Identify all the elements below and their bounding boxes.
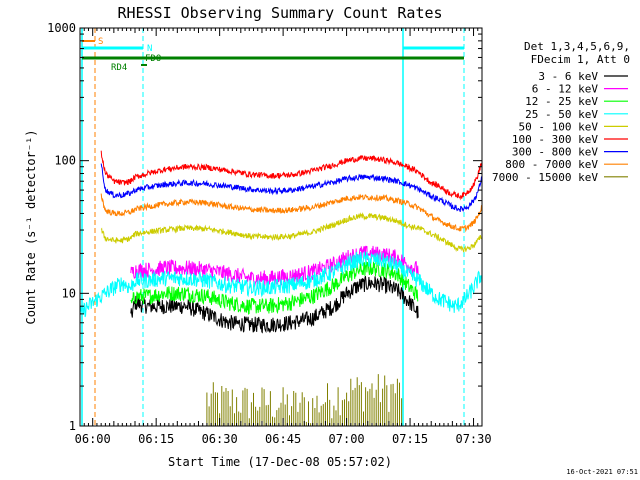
series-line-0 xyxy=(130,275,419,334)
series-line-8 xyxy=(206,374,403,426)
x-tick-label: 06:30 xyxy=(202,432,238,446)
legend-label-0: 3 - 6 keV xyxy=(538,70,598,83)
legend-header-line1: Det 1,3,4,5,6,9, xyxy=(524,40,630,53)
legend-label-3: 25 - 50 keV xyxy=(525,108,598,121)
x-tick-label: 07:00 xyxy=(329,432,365,446)
series-layer xyxy=(79,150,483,426)
y-tick-label: 1 xyxy=(69,419,76,433)
annotation-fdo: FDO xyxy=(145,54,161,64)
plot-frame xyxy=(79,27,483,427)
series-line-5 xyxy=(100,150,482,201)
y-tick-label: 10 xyxy=(62,286,76,300)
observing-intervals xyxy=(81,28,465,426)
legend-label-4: 50 - 100 keV xyxy=(519,120,599,133)
chart-title: RHESSI Observing Summary Count Rates xyxy=(117,4,442,22)
y-tick-label: 1000 xyxy=(47,21,76,35)
x-tick-label: 06:15 xyxy=(138,432,174,446)
legend-label-5: 100 - 300 keV xyxy=(512,133,598,146)
series-line-2 xyxy=(130,260,419,315)
x-axis: 06:00 06:15 06:30 06:45 07:00 07:15 07:30 xyxy=(75,28,492,446)
series-line-6 xyxy=(100,163,482,213)
legend-label-1: 6 - 12 keV xyxy=(532,83,599,96)
annotation-s: S xyxy=(98,37,103,47)
y-axis-label: Count Rate (s⁻¹ detector⁻¹) xyxy=(24,129,38,324)
legend-label-8: 7000 - 15000 keV xyxy=(492,171,598,184)
legend-label-6: 300 - 800 keV xyxy=(512,146,598,159)
x-axis-label: Start Time (17-Dec-08 05:57:02) xyxy=(168,455,392,469)
x-tick-label: 07:30 xyxy=(455,432,491,446)
series-line-3 xyxy=(79,250,483,318)
series-line-4 xyxy=(100,212,482,253)
legend-header-line2: FDecim 1, Att 0 xyxy=(531,53,630,66)
series-line-7 xyxy=(100,193,482,233)
y-axis: 1 10 100 1000 xyxy=(47,21,482,433)
annotation-n: N xyxy=(147,44,152,54)
x-tick-label: 06:45 xyxy=(265,432,301,446)
y-tick-label: 100 xyxy=(54,154,76,168)
annotation-rd4: RD4 xyxy=(111,63,127,73)
x-tick-label: 07:15 xyxy=(392,432,428,446)
x-tick-label: 06:00 xyxy=(75,432,111,446)
footer-timestamp: 16-Oct-2021 07:51 xyxy=(566,468,638,476)
legend-label-7: 800 - 7000 keV xyxy=(505,158,598,171)
legend: Det 1,3,4,5,6,9, FDecim 1, Att 0 3 - 6 k… xyxy=(492,40,630,184)
legend-label-2: 12 - 25 keV xyxy=(525,95,598,108)
